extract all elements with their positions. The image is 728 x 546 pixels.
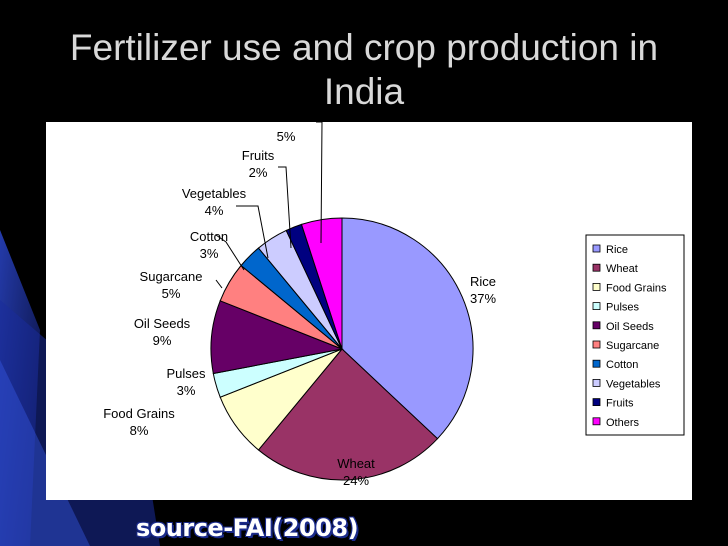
legend-label-sugarcane: Sugarcane (606, 340, 659, 352)
legend-label-pulses: Pulses (606, 302, 640, 314)
legend-swatch-cotton (592, 359, 601, 368)
legend-swatch-pulses (592, 302, 601, 311)
legend-label-wheat: Wheat (606, 263, 638, 275)
legend-box (585, 234, 685, 436)
legend-swatch-sugarcane (592, 340, 601, 349)
legend-swatch-others (592, 417, 601, 426)
legend-swatch-vegetables (592, 378, 601, 387)
legend-swatch-rice (592, 244, 601, 253)
legend-label-fruits: Fruits (606, 398, 634, 410)
slice-label-oil-seeds: Oil Seeds 9% (134, 316, 191, 348)
slice-label-others: 5% (277, 129, 296, 144)
pie-slice-rice (341, 217, 474, 440)
slice-label-fruits: Fruits 2% (242, 148, 275, 180)
chart-frame: Rice 37% Wheat 24% Food Grains 8% Pulses 3% Oil … (46, 122, 692, 500)
legend-label-vegetables: Vegetables (606, 378, 661, 390)
leader-line-sugarcane (215, 279, 223, 289)
source-note: source-FAI(2008) (136, 514, 359, 542)
pie-slices (210, 217, 474, 481)
legend-swatch-fruits (592, 398, 601, 407)
legend-label-others: Others (606, 417, 640, 429)
pie-slice-wheat (257, 348, 439, 481)
legend-label-oil-seeds: Oil Seeds (606, 321, 654, 333)
legend-swatch-food-grains (592, 282, 601, 291)
slice-label-sugarcane: Sugarcane 5% (140, 269, 203, 301)
slide-title: Fertilizer use and crop production in In… (69, 27, 659, 112)
slice-label-food-grains: Food Grains 8% (103, 406, 175, 438)
leader-line-fruits (278, 166, 292, 249)
legend-label-cotton: Cotton (606, 359, 638, 371)
pie-chart: Rice 37% Wheat 24% Food Grains 8% Pulses 3% Oil … (103, 122, 685, 488)
legend: Rice Wheat Food Grains Pulses Oil Seeds Sugar… (585, 234, 685, 436)
slice-label-cotton: Cotton 3% (190, 229, 228, 261)
leader-line-cotton (215, 234, 245, 271)
legend-label-rice: Rice (606, 244, 628, 256)
slice-label-pulses: Pulses 3% (166, 366, 206, 398)
legend-swatch-wheat (592, 263, 601, 272)
legend-swatch-oil-seeds (592, 321, 601, 330)
slice-label-wheat: Wheat 24% (337, 456, 375, 488)
leader-line-vegetables (236, 205, 269, 259)
legend-label-food-grains: Food Grains (606, 282, 667, 294)
pie-labels: Rice 37% Wheat 24% Food Grains 8% Pulses 3% Oil … (103, 122, 496, 488)
leader-line-others (316, 122, 323, 244)
slice-label-vegetables: Vegetables 4% (182, 186, 247, 218)
slice-label-rice: Rice 37% (470, 274, 496, 306)
